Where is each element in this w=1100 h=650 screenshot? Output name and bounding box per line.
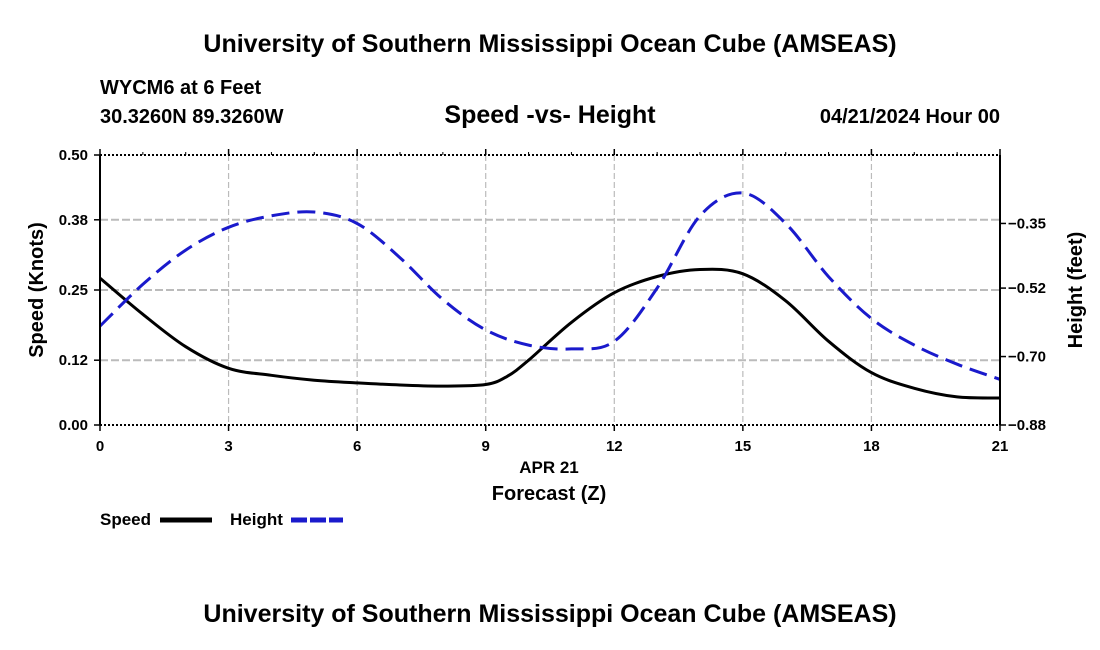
legend-speed-label: Speed — [100, 510, 151, 529]
x-tick-label: 15 — [735, 438, 752, 455]
x-tick-label: 9 — [482, 438, 490, 455]
y-tick-label: 0.25 — [59, 282, 88, 299]
x-tick-label: 6 — [353, 438, 361, 455]
series-line-speed — [99, 267, 1001, 400]
footer-title: University of Southern Mississippi Ocean… — [203, 600, 897, 628]
y2-tick-label: −0.70 — [1008, 349, 1046, 366]
station-label: WYCM6 at 6 Feet — [100, 77, 262, 99]
series-line-height — [98, 191, 1001, 381]
y2-tick-label: −0.52 — [1008, 280, 1046, 297]
y2-tick-label: −0.88 — [1008, 417, 1046, 434]
x-tick-label: 21 — [992, 438, 1009, 455]
x-axis-title: Forecast (Z) — [492, 483, 606, 505]
x-tick-label: 3 — [224, 438, 232, 455]
series-layer — [98, 191, 1001, 400]
labels-layer: APR 21 Forecast (Z) Speed (Knots) Height… — [26, 222, 1087, 505]
chart-subtitle: Speed -vs- Height — [444, 101, 656, 129]
station-coordinates: 30.3260N 89.3260W — [100, 106, 284, 128]
chart-title: University of Southern Mississippi Ocean… — [203, 30, 897, 58]
y-tick-label: 0.00 — [59, 417, 88, 434]
legend: Speed Height — [100, 510, 343, 529]
x-tick-label: 18 — [863, 438, 880, 455]
y-tick-label: 0.12 — [59, 352, 88, 369]
grid-layer — [100, 155, 1000, 425]
y-axis-title: Speed (Knots) — [26, 222, 48, 358]
ticks-layer: 0 3 6 9 12 15 18 21 0.00 0.12 0.25 0.38 0.50 −0.35 −0.… — [59, 147, 1046, 455]
y-tick-label: 0.50 — [59, 147, 88, 164]
x-axis-date-label: APR 21 — [519, 458, 579, 477]
y2-tick-label: −0.35 — [1008, 215, 1046, 232]
x-tick-label: 12 — [606, 438, 623, 455]
x-tick-label: 0 — [96, 438, 104, 455]
forecast-datetime: 04/21/2024 Hour 00 — [819, 106, 1000, 128]
y2-axis-title: Height (feet) — [1065, 232, 1087, 349]
y-tick-label: 0.38 — [59, 212, 88, 229]
legend-height-label: Height — [230, 510, 283, 529]
